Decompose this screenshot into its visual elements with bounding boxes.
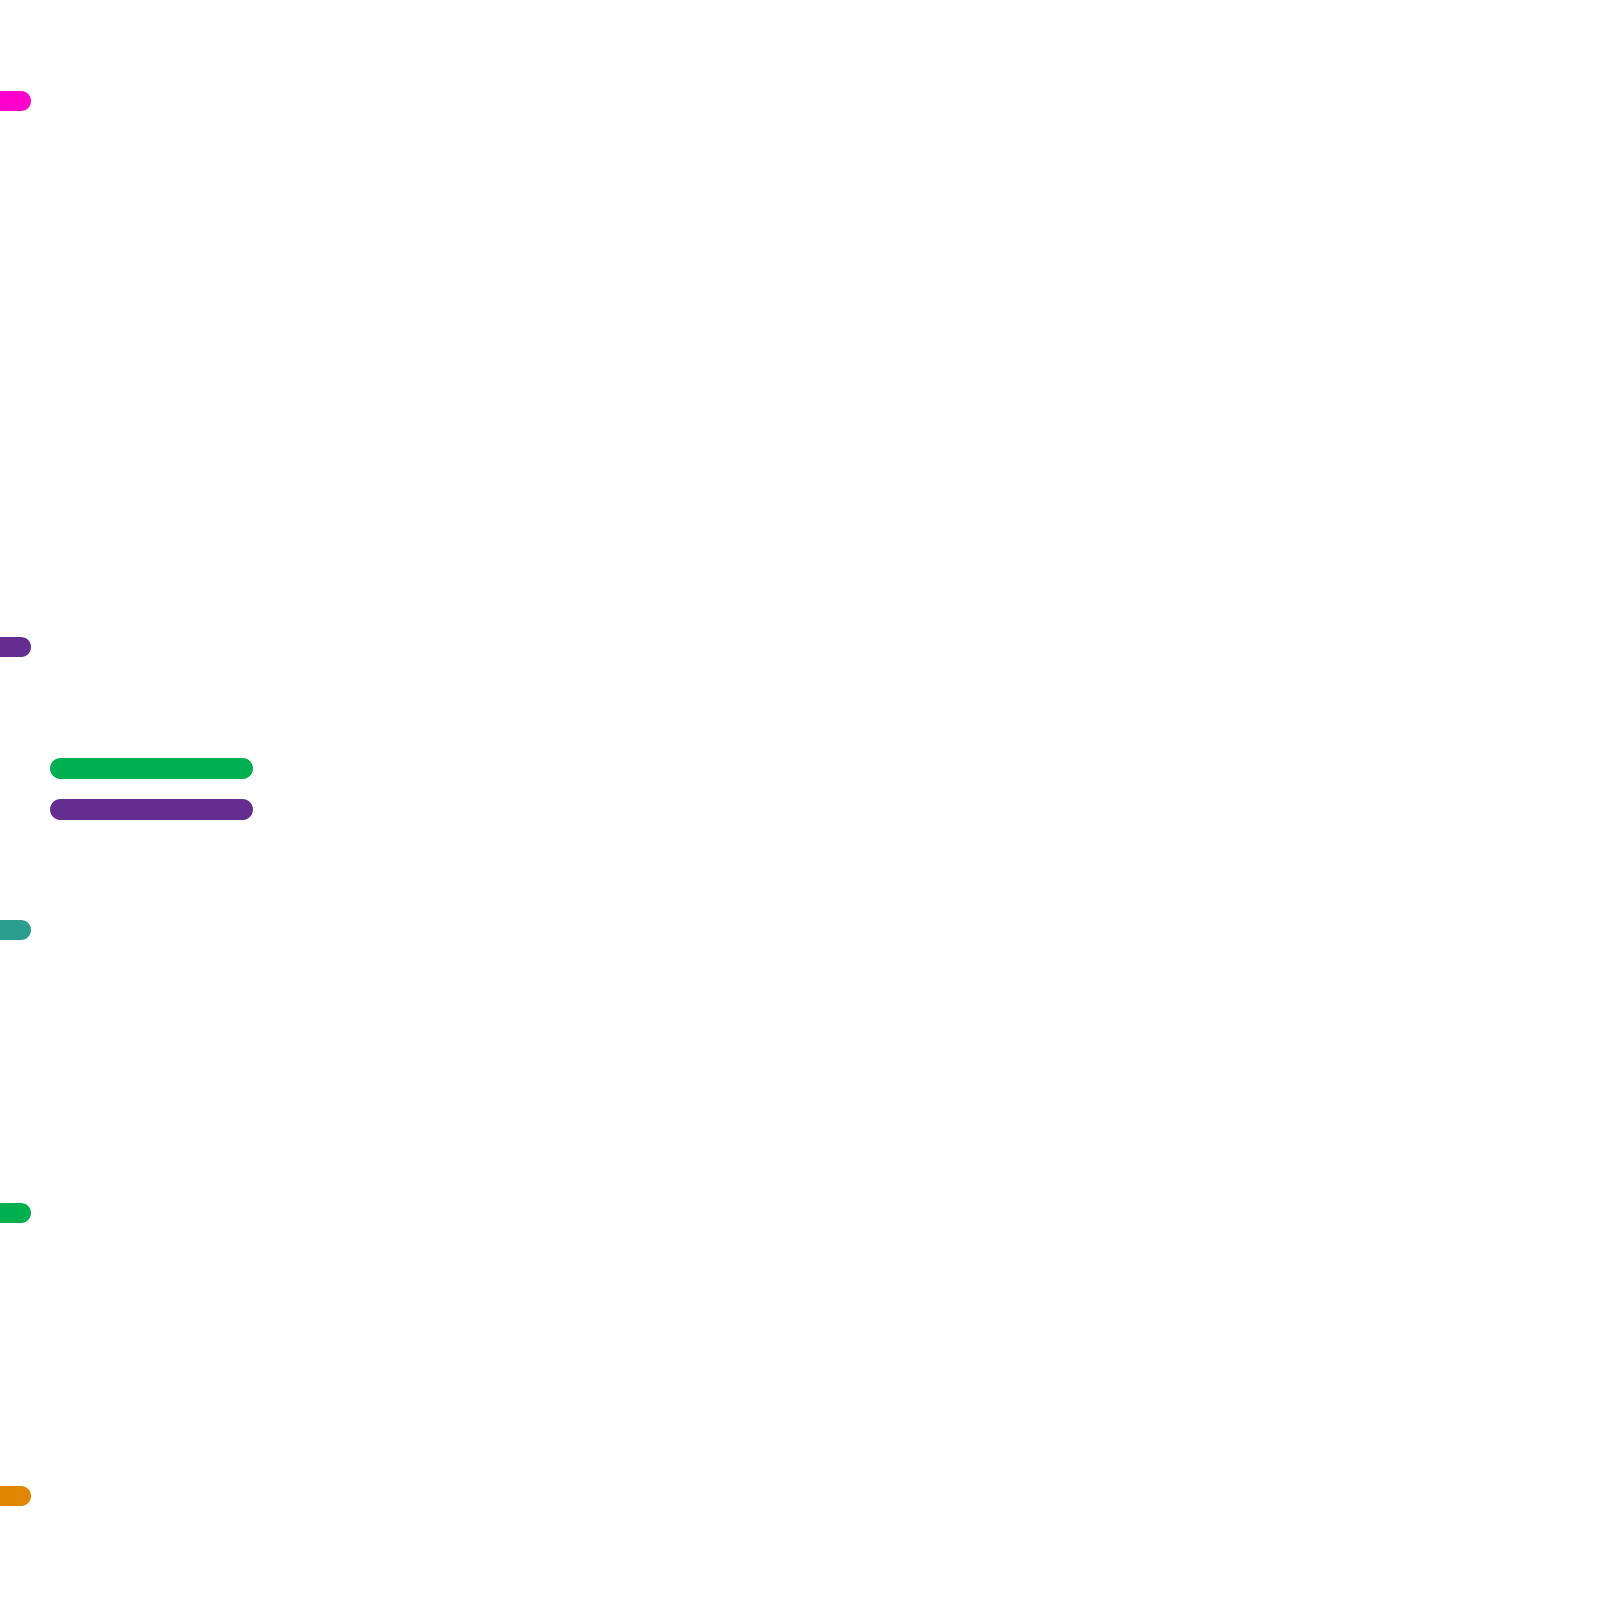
tab-marker <box>0 91 31 111</box>
tab-marker <box>0 637 31 657</box>
tab-marker <box>0 1486 31 1506</box>
status-bar <box>50 758 253 779</box>
tab-marker <box>0 1203 31 1223</box>
tab-marker <box>0 920 31 940</box>
status-bar <box>50 799 253 820</box>
